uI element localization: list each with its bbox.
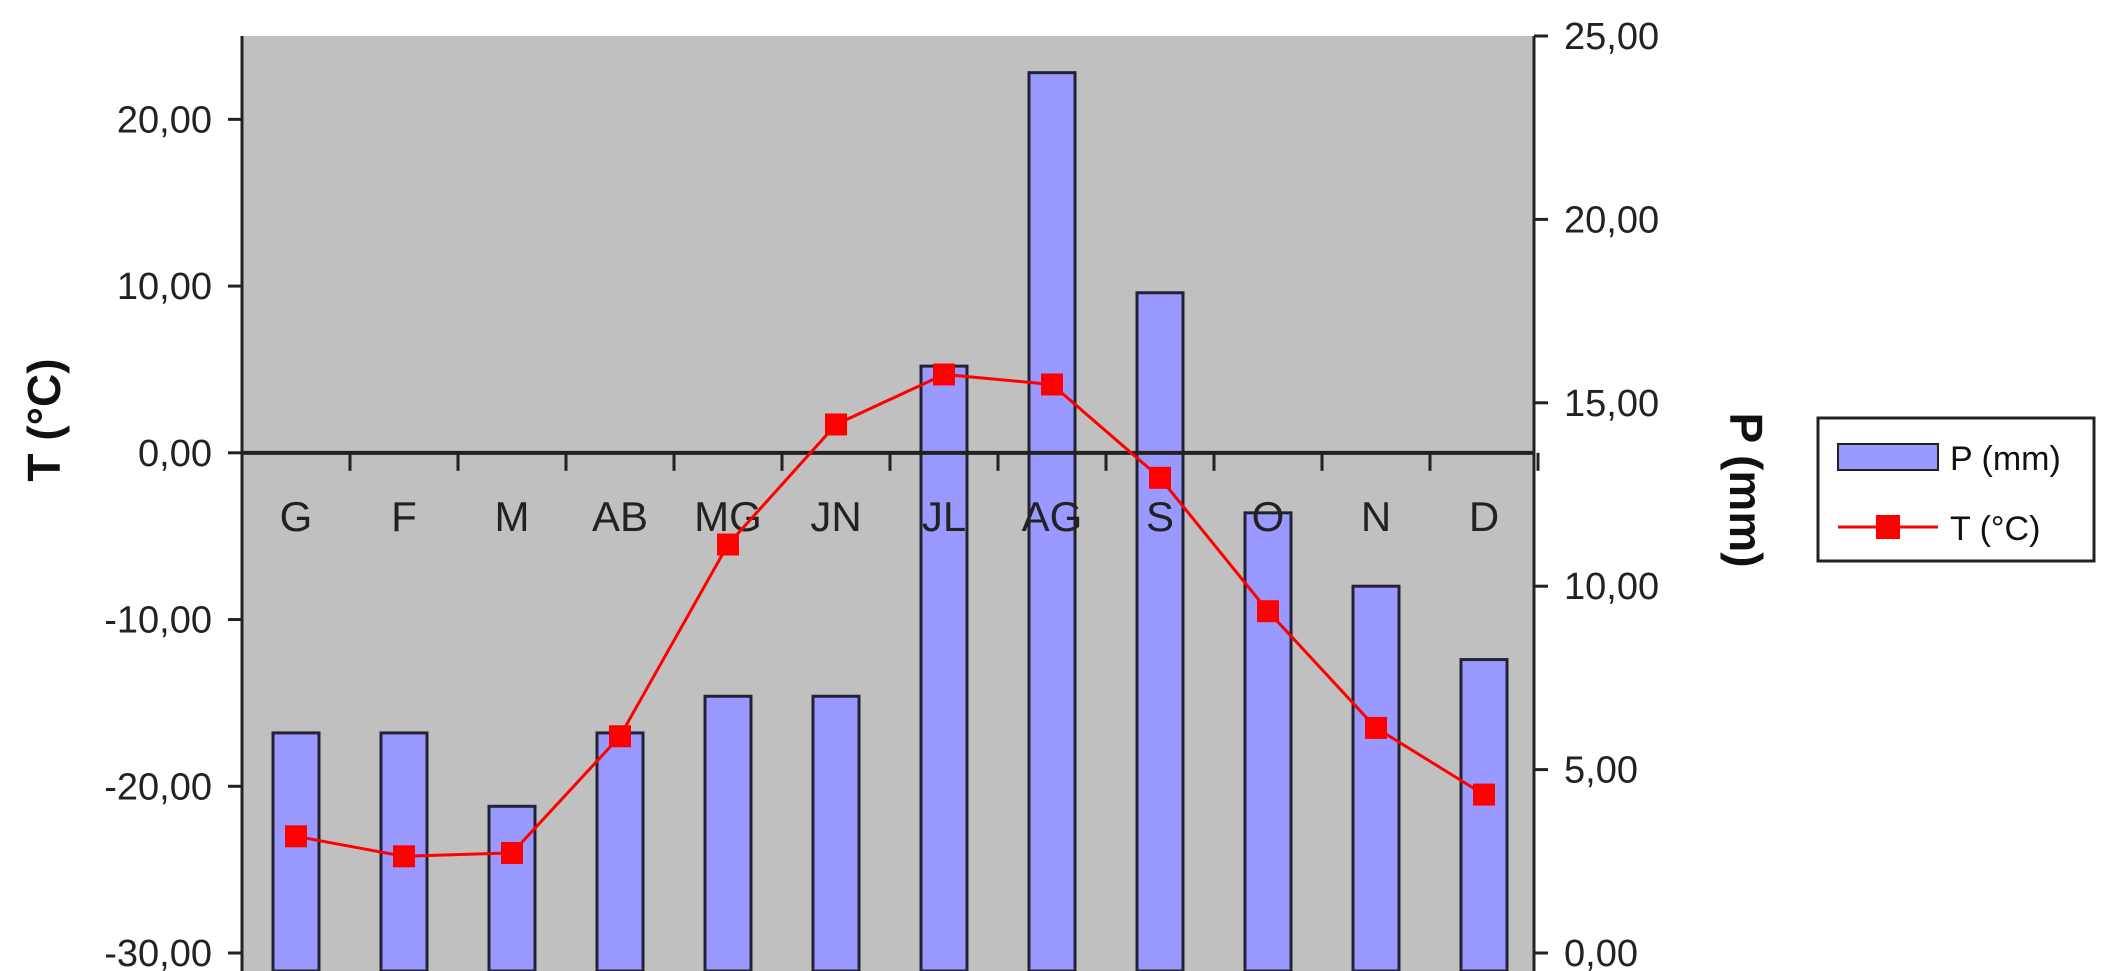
temperature-marker-jn <box>825 413 847 436</box>
precipitation-bars <box>271 71 1509 971</box>
right-tick-label: 25,00 <box>1564 16 1659 58</box>
temperature-marker-f <box>393 845 415 868</box>
precip-bar-n <box>1351 584 1401 971</box>
category-label-d: D <box>1469 493 1499 540</box>
right-tick-label: 15,00 <box>1564 383 1659 425</box>
category-label-ab: AB <box>592 493 648 540</box>
legend-box <box>1816 416 2096 563</box>
category-label-mg: MG <box>694 493 762 540</box>
temperature-marker-jl <box>933 363 955 386</box>
category-label-o: O <box>1252 493 1285 540</box>
legend-swatch-precipitation <box>1837 443 1939 471</box>
left-axis-title: T (°C) <box>18 358 70 481</box>
right-tick-label: 5,00 <box>1564 750 1638 792</box>
left-tick-label: -20,00 <box>104 766 212 808</box>
temperature-marker-d <box>1473 783 1495 806</box>
temperature-marker-ag <box>1041 373 1063 396</box>
legend-label-temperature: T (°C) <box>1950 510 2040 548</box>
precip-bar-m <box>487 804 537 971</box>
right-tick-label: 0,00 <box>1564 933 1638 971</box>
left-tick-label: 0,00 <box>138 433 212 475</box>
category-label-f: F <box>391 493 417 540</box>
temperature-marker-o <box>1257 600 1279 623</box>
precip-bar-g <box>271 731 321 971</box>
precip-bar-s <box>1135 291 1185 971</box>
right-tick-label: 20,00 <box>1564 199 1659 241</box>
temperature-marker-mg <box>717 533 739 556</box>
precip-bar-jn <box>811 694 861 971</box>
precip-bar-o <box>1243 511 1293 971</box>
left-tick-label: 10,00 <box>117 266 212 308</box>
legend-label-precipitation: P (mm) <box>1950 440 2061 478</box>
precip-bar-d <box>1459 658 1509 971</box>
precip-bar-mg <box>703 694 753 971</box>
x-axis-category-labels: G F M AB MG JN JL AG S O N D <box>280 493 1500 540</box>
category-label-g: G <box>280 493 313 540</box>
category-label-ag: AG <box>1022 493 1083 540</box>
category-label-s: S <box>1146 493 1174 540</box>
temperature-line-path <box>295 372 1485 858</box>
category-label-jn: JN <box>810 493 861 540</box>
temperature-line <box>285 363 1495 868</box>
precip-bar-jl <box>919 364 969 971</box>
legend-swatch-temperature-marker <box>1876 515 1900 539</box>
temperature-marker-g <box>285 825 307 848</box>
plot-area <box>242 36 1534 971</box>
temperature-marker-ab <box>609 725 631 748</box>
category-label-jl: JL <box>922 493 966 540</box>
precip-bar-ab <box>595 731 645 971</box>
category-label-n: N <box>1361 493 1391 540</box>
category-label-m: M <box>495 493 530 540</box>
left-tick-label: -10,00 <box>104 600 212 642</box>
right-axis-title: P (mm) <box>1720 412 1772 567</box>
precip-bar-ag <box>1027 71 1077 971</box>
left-tick-label: 20,00 <box>117 99 212 141</box>
right-tick-label: 10,00 <box>1564 566 1659 608</box>
left-axis-ticks: -30,00 -20,00 -10,00 0,00 10,00 20,00 <box>104 99 242 971</box>
left-tick-label: -30,00 <box>104 933 212 971</box>
right-axis-ticks: 0,00 5,00 10,00 15,00 20,00 25,00 <box>1534 16 1659 971</box>
temperature-marker-n <box>1365 716 1387 739</box>
temperature-marker-m <box>501 841 523 864</box>
temperature-marker-s <box>1149 466 1171 489</box>
legend: P (mm) T (°C) <box>1816 416 2096 563</box>
